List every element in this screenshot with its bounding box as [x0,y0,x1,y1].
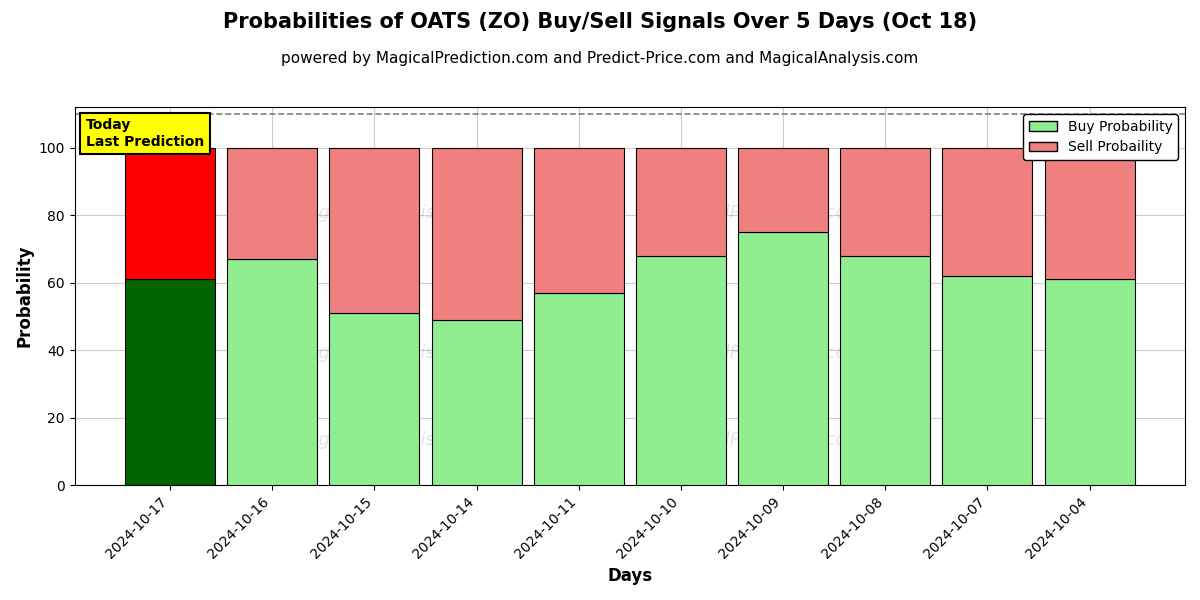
Bar [738,232,828,485]
Bar [840,256,930,485]
Bar [840,148,930,256]
Text: MagicalPrediction.com: MagicalPrediction.com [661,344,864,362]
Text: MagicalAnalysis.com: MagicalAnalysis.com [292,431,479,449]
Text: powered by MagicalPrediction.com and Predict-Price.com and MagicalAnalysis.com: powered by MagicalPrediction.com and Pre… [281,51,919,66]
Bar [534,148,624,293]
Bar [432,148,522,320]
X-axis label: Days: Days [607,567,653,585]
Bar [1045,279,1134,485]
Bar [227,259,317,485]
Bar [942,276,1032,485]
Bar [227,148,317,259]
Bar [942,148,1032,276]
Text: MagicalAnalysis.com: MagicalAnalysis.com [292,344,479,362]
Text: MagicalPrediction.com: MagicalPrediction.com [661,431,864,449]
Bar [636,256,726,485]
Legend: Buy Probability, Sell Probaility: Buy Probability, Sell Probaility [1024,114,1178,160]
Bar [330,313,419,485]
Bar [738,148,828,232]
Bar [330,148,419,313]
Text: MagicalAnalysis.com: MagicalAnalysis.com [292,204,479,222]
Bar [1045,148,1134,279]
Bar [636,148,726,256]
Bar [125,279,215,485]
Bar [432,320,522,485]
Bar [125,148,215,279]
Text: MagicalPrediction.com: MagicalPrediction.com [661,204,864,222]
Y-axis label: Probability: Probability [16,245,34,347]
Text: Today
Last Prediction: Today Last Prediction [85,118,204,149]
Bar [534,293,624,485]
Text: Probabilities of OATS (ZO) Buy/Sell Signals Over 5 Days (Oct 18): Probabilities of OATS (ZO) Buy/Sell Sign… [223,12,977,32]
